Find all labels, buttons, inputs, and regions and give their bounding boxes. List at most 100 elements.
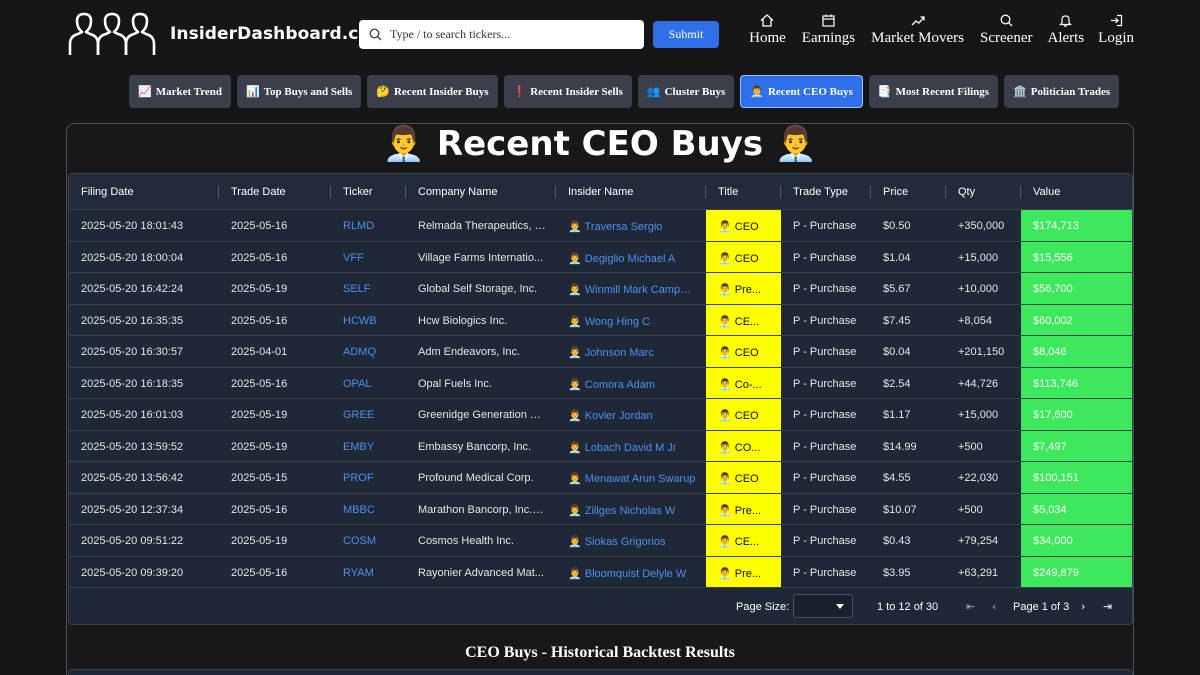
nav-login[interactable]: Login	[1098, 14, 1134, 47]
table-row[interactable]: 2025-05-20 09:51:22 2025-05-19 COSM Cosmos …	[69, 525, 1132, 557]
col-price[interactable]: Price	[883, 186, 909, 198]
cell-insider-name[interactable]: 👨‍💼 Degiglio Michael A	[568, 252, 676, 265]
cell-ticker[interactable]: COSM	[343, 535, 376, 547]
cell-price: $0.43	[883, 535, 911, 547]
nav-home[interactable]: Home	[749, 14, 786, 47]
cell-ticker[interactable]: MBBC	[343, 503, 375, 516]
cell-ticker[interactable]: VFF	[343, 251, 364, 264]
col-ticker[interactable]: Ticker	[343, 186, 373, 198]
col-qty[interactable]: Qty	[958, 186, 976, 198]
cell-filing-date: 2025-05-20 18:00:04	[81, 251, 184, 264]
nav-earnings[interactable]: Earnings	[802, 14, 855, 47]
last-page-icon[interactable]: ⇥	[1103, 600, 1113, 613]
column-separator[interactable]	[870, 186, 871, 198]
col-insider-name[interactable]: Insider Name	[568, 186, 634, 198]
tab-cluster-buys[interactable]: 👥 Cluster Buys	[637, 75, 735, 108]
people-logo-icon	[68, 12, 156, 55]
cell-insider-name[interactable]: 👨‍💼 Menawat Arun Swarup	[568, 473, 696, 485]
prev-page-icon[interactable]: ‹	[992, 600, 997, 613]
cell-ticker[interactable]: PROF	[343, 472, 374, 484]
cell-value: $174,713	[1021, 210, 1132, 241]
cell-insider-name[interactable]: 👨‍💼 Winmill Mark Campbell	[568, 284, 696, 296]
cell-value: $56,700	[1021, 273, 1132, 304]
chart-up-icon: 📈	[138, 85, 152, 98]
cell-trade-date: 2025-05-16	[231, 377, 288, 390]
table-header: Filing Date Trade Date Ticker Company Na…	[69, 174, 1132, 210]
cell-value: $100,151	[1021, 462, 1132, 493]
tab-politician-trades[interactable]: 🏛️ Politician Trades	[1004, 75, 1120, 108]
tab-recent-insider-sells[interactable]: ❗ Recent Insider Sells	[503, 75, 632, 108]
cell-company-name: Greenidge Generation H...	[418, 409, 546, 421]
table-row[interactable]: 2025-05-20 16:30:57 2025-04-01 ADMQ Adm End…	[69, 336, 1132, 368]
cell-ticker[interactable]: SELF	[343, 283, 371, 295]
cell-ticker[interactable]: RYAM	[343, 566, 374, 579]
cell-insider-name[interactable]: 👨‍💼 Siokas Grigorios	[568, 536, 666, 548]
column-separator[interactable]	[705, 186, 706, 198]
first-page-icon[interactable]: ⇤	[966, 600, 976, 613]
search-input[interactable]	[390, 27, 630, 42]
cell-price: $3.95	[883, 566, 911, 579]
cell-trade-date: 2025-05-19	[231, 409, 288, 421]
col-title[interactable]: Title	[718, 186, 739, 198]
table-row[interactable]: 2025-05-20 13:59:52 2025-05-19 EMBY Embassy…	[69, 430, 1132, 462]
table-row[interactable]: 2025-05-20 12:37:34 2025-05-16 MBBC Maratho…	[69, 493, 1132, 525]
col-filing-date[interactable]: Filing Date	[81, 186, 134, 198]
cell-qty: +500	[958, 440, 983, 453]
cell-value: $34,000	[1021, 525, 1132, 556]
table-row[interactable]: 2025-05-20 16:42:24 2025-05-19 SELF Global …	[69, 273, 1132, 305]
cell-insider-name[interactable]: 👨‍💼 Zillges Nicholas W	[568, 504, 676, 517]
tab-market-trend[interactable]: 📈 Market Trend	[129, 75, 232, 108]
column-separator[interactable]	[945, 186, 946, 198]
cell-price: $1.04	[883, 251, 911, 264]
cell-insider-name[interactable]: 👨‍💼 Bloomquist Delyle W	[568, 567, 687, 580]
cell-value: $113,746	[1021, 367, 1132, 398]
tab-recent-insider-buys[interactable]: 🤔 Recent Insider Buys	[367, 75, 498, 108]
table-row[interactable]: 2025-05-20 09:39:20 2025-05-16 RYAM Rayonie…	[69, 556, 1132, 588]
cell-value: $5,034	[1021, 493, 1132, 524]
logo[interactable]: InsiderDashboard.com	[68, 12, 388, 56]
cell-insider-name[interactable]: 👨‍💼 Wong Hing C	[568, 315, 650, 328]
column-separator[interactable]	[1020, 186, 1021, 198]
cell-ticker[interactable]: EMBY	[343, 440, 375, 453]
cell-company-name: Embassy Bancorp, Inc.	[418, 440, 532, 453]
tab-top-buys-sells[interactable]: 📊 Top Buys and Sells	[237, 75, 362, 108]
table-row[interactable]: 2025-05-20 18:01:43 2025-05-16 RLMD Relmada…	[69, 210, 1132, 242]
cell-ticker[interactable]: OPAL	[343, 377, 372, 390]
search-box[interactable]	[359, 20, 644, 49]
cell-ticker[interactable]: GREE	[343, 409, 375, 421]
cell-insider-name[interactable]: 👨‍💼 Traversa Sergio	[568, 221, 663, 233]
next-page-icon[interactable]: ›	[1081, 600, 1086, 613]
cell-filing-date: 2025-05-20 16:42:24	[81, 283, 184, 295]
nav-market-movers[interactable]: Market Movers	[871, 14, 964, 47]
column-separator[interactable]	[555, 186, 556, 198]
nav-alerts[interactable]: Alerts	[1047, 14, 1084, 47]
col-company-name[interactable]: Company Name	[418, 186, 498, 198]
cell-insider-name[interactable]: 👨‍💼 Kovler Jordan	[568, 410, 653, 422]
submit-button[interactable]: Submit	[653, 21, 719, 48]
tab-recent-ceo-buys[interactable]: 👨‍💼 Recent CEO Buys	[740, 75, 863, 108]
tab-most-recent-filings[interactable]: 📑 Most Recent Filings	[868, 75, 999, 108]
page-size-select[interactable]	[793, 594, 853, 618]
table-row[interactable]: 2025-05-20 18:00:04 2025-05-16 VFF Village …	[69, 241, 1132, 273]
cell-ticker[interactable]: ADMQ	[343, 346, 376, 358]
table-row[interactable]: 2025-05-20 16:01:03 2025-05-19 GREE Greenid…	[69, 399, 1132, 431]
exclamation-icon: ❗	[512, 85, 527, 98]
col-trade-type[interactable]: Trade Type	[793, 186, 849, 198]
cell-ticker[interactable]: HCWB	[343, 314, 377, 327]
cell-insider-name[interactable]: 👨‍💼 Johnson Marc	[568, 347, 654, 359]
table-row[interactable]: 2025-05-20 16:35:35 2025-05-16 HCWB Hcw Bio…	[69, 304, 1132, 336]
column-separator[interactable]	[218, 186, 219, 198]
table-row[interactable]: 2025-05-20 16:18:35 2025-05-16 OPAL Opal Fu…	[69, 367, 1132, 399]
col-value[interactable]: Value	[1033, 186, 1061, 198]
cell-trade-type: P - Purchase	[793, 535, 857, 547]
cell-filing-date: 2025-05-20 12:37:34	[81, 503, 184, 516]
cell-insider-name[interactable]: 👨‍💼 Lobach David M Jr	[568, 441, 677, 454]
nav-screener[interactable]: Screener	[980, 14, 1032, 47]
cell-ticker[interactable]: RLMD	[343, 220, 375, 232]
column-separator[interactable]	[330, 186, 331, 198]
column-separator[interactable]	[405, 186, 406, 198]
cell-insider-name[interactable]: 👨‍💼 Comora Adam	[568, 378, 656, 391]
column-separator[interactable]	[780, 186, 781, 198]
table-row[interactable]: 2025-05-20 13:56:42 2025-05-15 PROF Profoun…	[69, 462, 1132, 494]
col-trade-date[interactable]: Trade Date	[231, 186, 286, 198]
